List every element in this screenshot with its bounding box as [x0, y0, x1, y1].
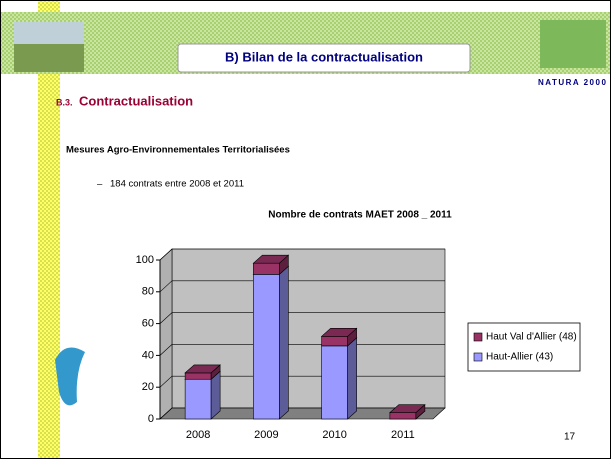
y-tick-label: 60: [142, 318, 154, 330]
chart-title: Nombre de contrats MAET 2008 _ 2011: [268, 210, 452, 221]
legend-swatch: [473, 332, 483, 342]
grid-line-side: [159, 280, 173, 293]
bar: [321, 336, 348, 347]
title-box: [177, 43, 471, 73]
y-tick-label: 40: [142, 349, 154, 361]
grid-line-side: [159, 312, 173, 324]
x-tick-label: 2008: [186, 429, 210, 441]
bar: [253, 274, 280, 420]
x-tick-label: 2010: [322, 429, 346, 441]
y-tick-label: 80: [142, 286, 154, 298]
legend: [467, 322, 581, 372]
bar: [184, 372, 212, 380]
bar: [321, 345, 348, 420]
heading: Mesures Agro-Environnementales Territori…: [66, 145, 290, 156]
bar-top: [184, 364, 221, 374]
bar-top: [389, 404, 426, 413]
section-title: Contractualisation: [79, 93, 193, 108]
y-tick-label: 20: [142, 381, 154, 393]
bar: [253, 262, 280, 275]
slide-title: B) Bilan de la contractualisation: [225, 49, 423, 64]
grid-line-side: [159, 248, 173, 261]
y-tick-label: 100: [136, 254, 154, 266]
legend-swatch: [473, 352, 483, 362]
bullet-marker: –: [97, 179, 103, 190]
dept-logo: [55, 347, 85, 406]
logo-text: NATURA 2000: [538, 78, 607, 87]
bar: [389, 412, 417, 420]
side-wall: [159, 248, 173, 420]
bar: [184, 378, 212, 420]
bar-side: [279, 265, 289, 420]
bullet-text: 184 contrats entre 2008 et 2011: [110, 179, 244, 190]
page-number: 17: [564, 432, 576, 443]
grid-line-side: [159, 407, 173, 420]
side-strip: [38, 1, 60, 458]
photo-sky: [14, 22, 84, 44]
bar-top: [320, 328, 358, 337]
bar-top: [252, 254, 290, 264]
section-number: B.3.: [56, 97, 73, 107]
grid-line-side: [159, 375, 173, 388]
bar-side: [347, 337, 357, 420]
y-tick-label: 0: [148, 413, 154, 425]
grid-line-side: [159, 344, 173, 356]
x-tick-label: 2009: [254, 429, 278, 441]
natura-logo: [540, 20, 606, 68]
x-tick-label: 2011: [391, 429, 415, 441]
legend-label: Haut Val d'Allier (48): [486, 332, 577, 343]
legend-label: Haut-Allier (43): [486, 352, 553, 363]
